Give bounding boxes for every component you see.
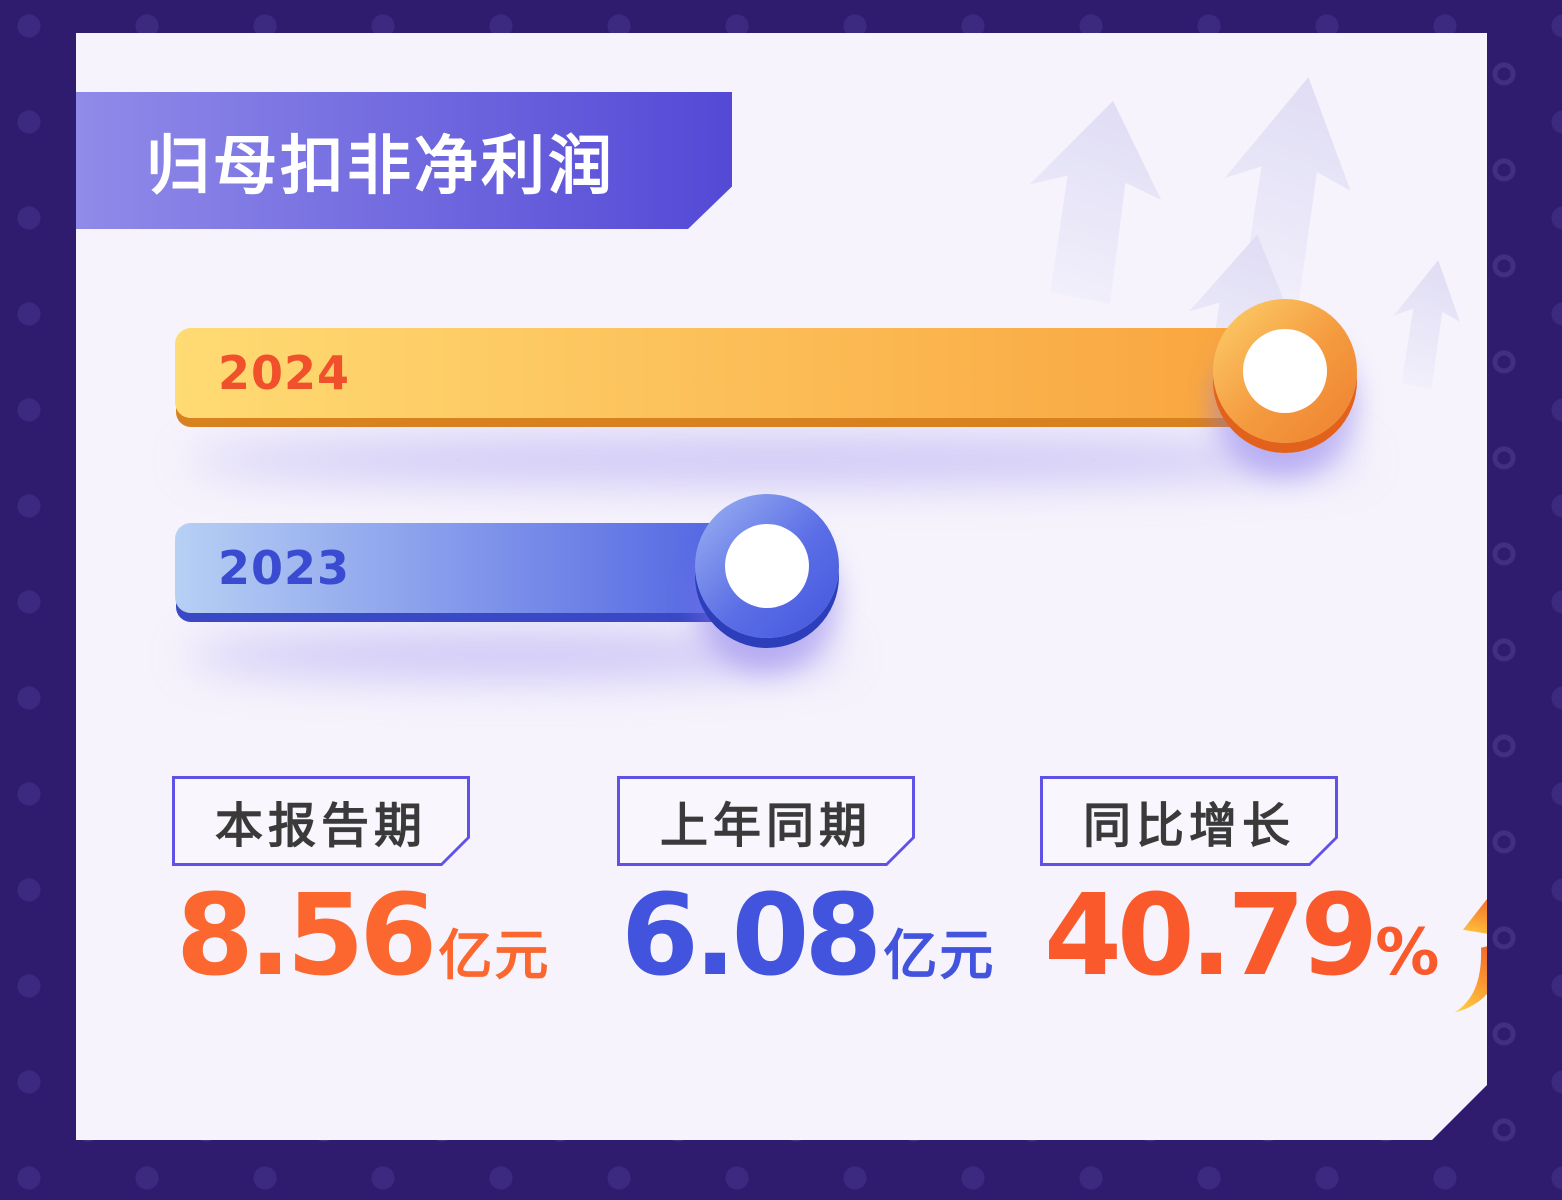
stat-value: 8.56 亿元 bbox=[176, 878, 550, 996]
bar-2024-endpoint-knob bbox=[1213, 299, 1357, 443]
infographic-card: 归母扣非净利润 2024 2023 本报告期 8.56 亿元 上年同期 bbox=[76, 33, 1487, 1140]
stat-value-unit: 亿元 bbox=[438, 924, 551, 987]
bar-2023-endpoint-knob bbox=[695, 494, 839, 638]
bar-2024-year-label: 2024 bbox=[218, 346, 351, 400]
stat-value: 6.08 亿元 bbox=[621, 878, 995, 996]
up-arrow-watermark-icon bbox=[1381, 254, 1470, 392]
stat-value-unit: 亿元 bbox=[883, 924, 996, 987]
stat-label: 同比增长 bbox=[1082, 798, 1295, 854]
stat-label: 本报告期 bbox=[214, 798, 427, 854]
up-arrow-watermark-icon bbox=[1010, 88, 1178, 310]
knob-inner-circle bbox=[1243, 329, 1327, 413]
stat-current-period: 本报告期 8.56 亿元 bbox=[172, 776, 470, 866]
title-banner: 归母扣非净利润 bbox=[76, 92, 732, 229]
stat-yoy-growth: 同比增长 40.79 % bbox=[1040, 776, 1338, 866]
growth-up-arrow-icon bbox=[1445, 894, 1529, 1016]
bar-2023-year-label: 2023 bbox=[218, 541, 351, 595]
knob-inner-circle bbox=[725, 524, 809, 608]
stat-label: 上年同期 bbox=[659, 798, 872, 854]
stat-label-box: 同比增长 bbox=[1040, 776, 1338, 866]
bar-2023-glow-shadow bbox=[186, 632, 846, 678]
stat-value-number: 8.56 bbox=[176, 871, 433, 1001]
bar-2024-glow-shadow bbox=[186, 437, 1366, 483]
stat-label-box: 上年同期 bbox=[617, 776, 915, 866]
bar-2024: 2024 bbox=[175, 328, 1299, 418]
stat-value-number: 40.79 bbox=[1044, 871, 1374, 1001]
stat-prior-period: 上年同期 6.08 亿元 bbox=[617, 776, 915, 866]
stat-value-number: 6.08 bbox=[621, 871, 878, 1001]
stat-value: 40.79 % bbox=[1044, 878, 1529, 1000]
stat-value-unit: % bbox=[1375, 916, 1440, 990]
page-title: 归母扣非净利润 bbox=[146, 129, 615, 204]
stat-label-box: 本报告期 bbox=[172, 776, 470, 866]
bar-2023: 2023 bbox=[175, 523, 775, 613]
